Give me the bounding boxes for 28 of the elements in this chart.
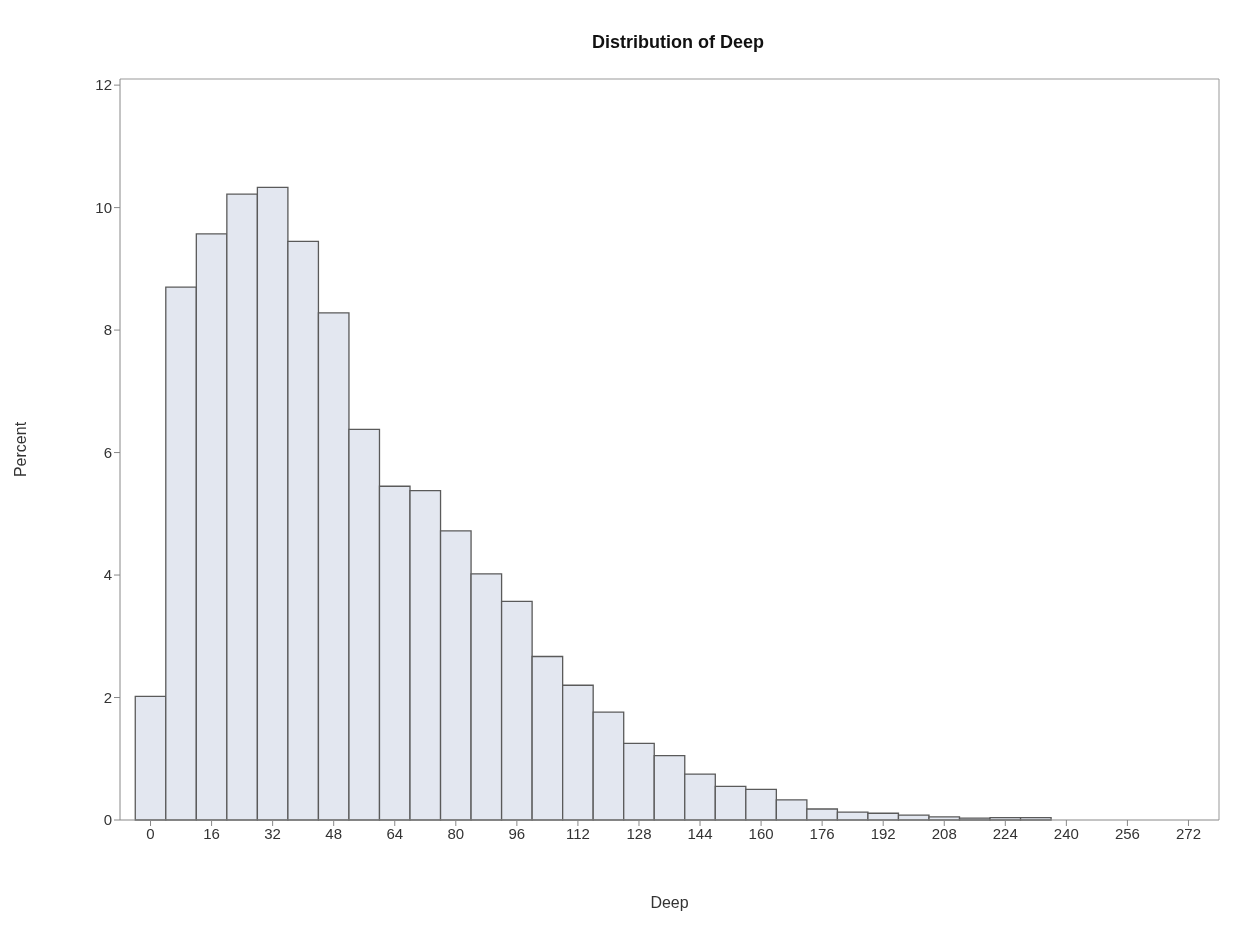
x-tick-label: 256	[1114, 824, 1140, 842]
x-tick-label: 32	[264, 824, 281, 842]
y-tick-label: 10	[95, 198, 112, 216]
y-axis-title: Percent	[11, 421, 29, 478]
x-tick-label: 240	[1053, 824, 1079, 842]
x-tick-label: 48	[325, 824, 343, 842]
y-tick-label: 8	[103, 321, 112, 339]
x-tick-label: 144	[687, 824, 713, 842]
y-tick-label: 6	[103, 443, 112, 461]
x-tick-label: 80	[447, 824, 465, 842]
x-tick-label: 128	[626, 824, 652, 842]
x-axis-title: Deep	[650, 894, 689, 911]
x-tick-label: 112	[565, 824, 590, 842]
x-tick-label: 224	[992, 824, 1018, 842]
y-tick-label: 0	[103, 811, 112, 829]
y-tick-label: 4	[103, 566, 112, 584]
y-tick-label: 12	[95, 76, 112, 94]
x-tick-label: 192	[870, 824, 896, 842]
chart-title: Distribution of Deep	[592, 32, 764, 52]
x-tick-label: 208	[931, 824, 957, 842]
y-tick-label: 2	[103, 688, 112, 706]
x-tick-label: 16	[203, 824, 220, 842]
x-tick-label: 272	[1175, 824, 1201, 842]
x-tick-label: 96	[508, 824, 526, 842]
x-tick-label: 176	[809, 824, 835, 842]
x-tick-label: 160	[748, 824, 774, 842]
x-tick-label: 64	[386, 824, 404, 842]
x-tick-label: 0	[146, 824, 155, 842]
